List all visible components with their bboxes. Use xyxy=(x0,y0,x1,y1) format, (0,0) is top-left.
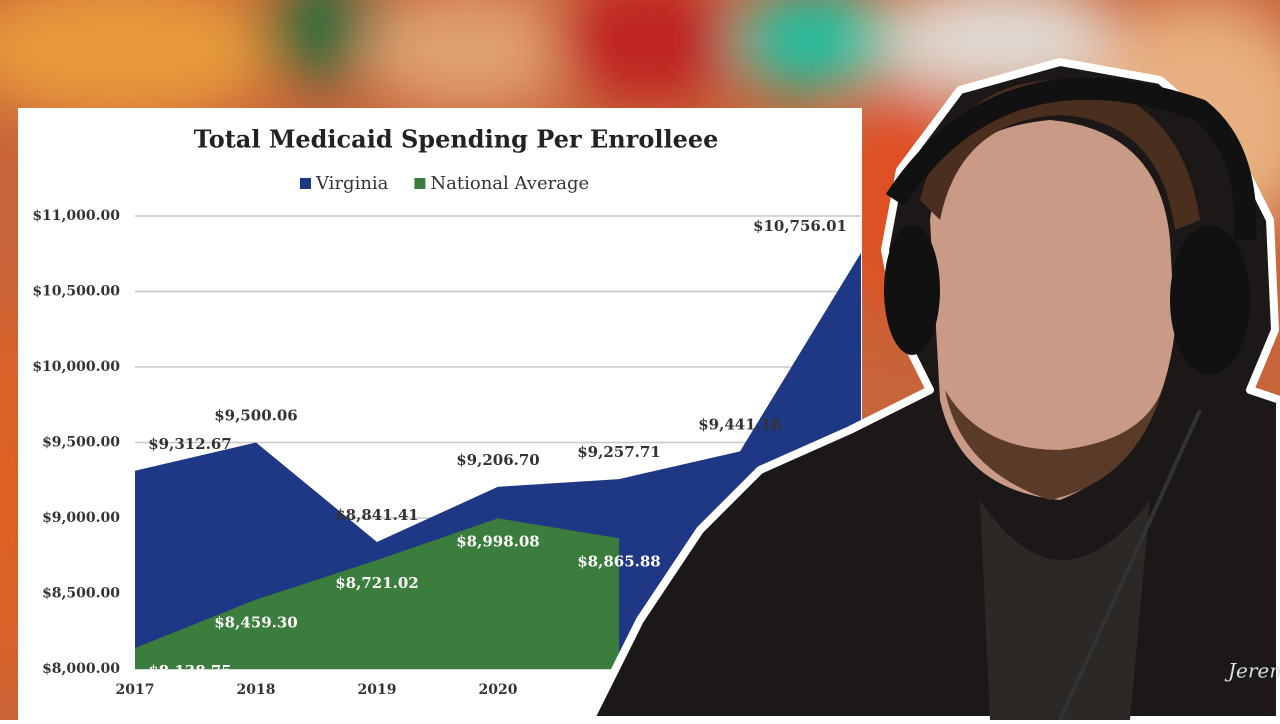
y-tick-label: $8,000.00 xyxy=(42,661,120,677)
data-label: $9,206.70 xyxy=(456,451,540,469)
shirt-logo: Jeremy xyxy=(1224,659,1280,683)
y-tick-label: $10,500.00 xyxy=(32,284,120,300)
area xyxy=(135,518,619,669)
x-tick-label: 2018 xyxy=(237,682,276,698)
data-label: $8,998.08 xyxy=(456,532,540,550)
cable xyxy=(1058,409,1202,721)
legend-label: National Average xyxy=(430,173,589,194)
chart-title: Total Medicaid Spending Per Enrolleee xyxy=(194,125,719,154)
shirt xyxy=(980,500,1150,720)
x-tick-label: 2017 xyxy=(116,682,155,698)
legend-swatch xyxy=(300,178,311,189)
legend-swatch xyxy=(414,178,426,189)
beard xyxy=(945,380,1165,500)
data-label: $9,441.18 xyxy=(698,415,782,433)
data-label: $8,721.02 xyxy=(335,574,419,592)
y-tick-label: $9,500.00 xyxy=(42,435,120,451)
legend-label: Virginia xyxy=(315,173,389,194)
data-label: $10,756.01 xyxy=(753,217,847,235)
data-label: $9,500.06 xyxy=(214,406,298,424)
x-tick-label: 2020 xyxy=(479,682,518,698)
y-tick-label: $8,500.00 xyxy=(42,586,120,602)
data-label: $9,257.71 xyxy=(577,443,661,461)
person: Jeremy xyxy=(586,58,1280,724)
y-tick-label: $9,000.00 xyxy=(42,510,120,526)
data-label: $8,459.30 xyxy=(214,614,298,632)
y-tick-label: $11,000.00 xyxy=(32,208,120,224)
data-label: $9,312.67 xyxy=(148,435,232,453)
x-tick-label: 2019 xyxy=(358,682,397,698)
data-label: $8,865.88 xyxy=(577,552,661,570)
y-tick-label: $10,000.00 xyxy=(32,359,120,375)
data-label: $8,841.41 xyxy=(335,506,419,524)
headband xyxy=(885,77,1257,241)
face xyxy=(930,120,1175,500)
data-label: $8,138.75 xyxy=(148,662,232,680)
headphone-left xyxy=(884,225,940,355)
headphone-right xyxy=(1170,225,1250,375)
